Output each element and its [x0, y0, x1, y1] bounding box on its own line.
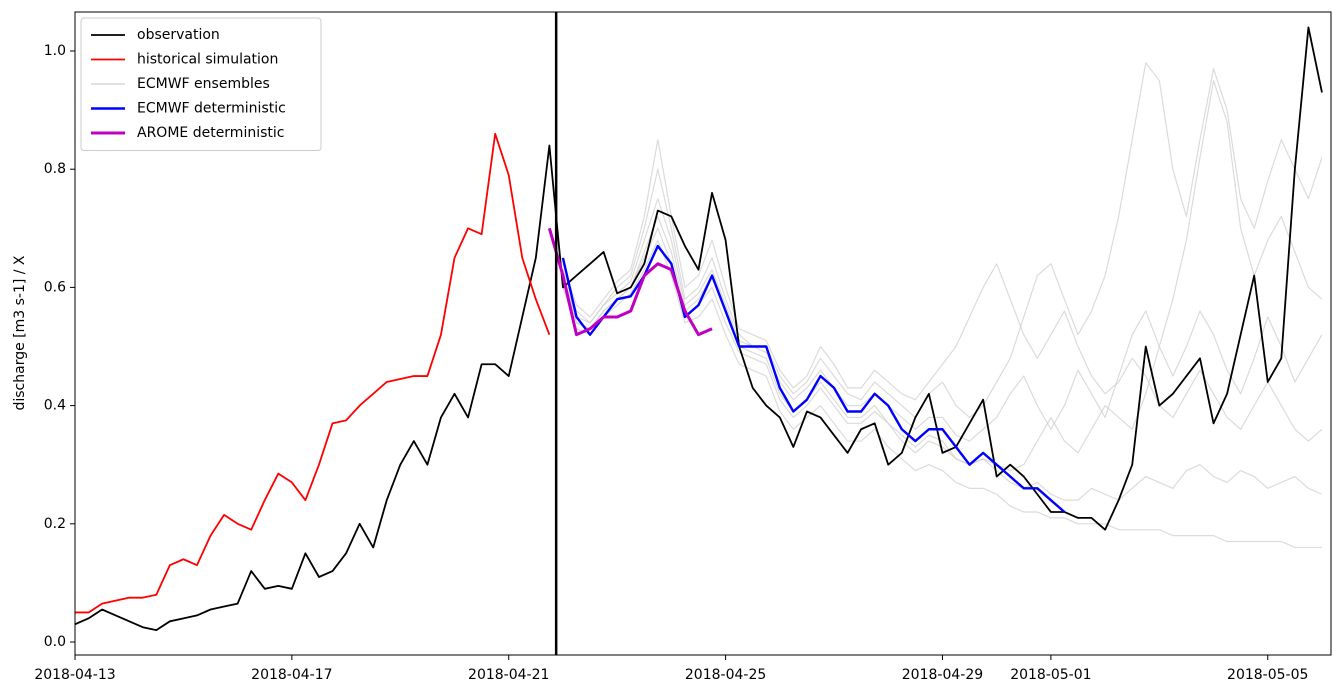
x-tick-label: 2018-05-01 — [1010, 667, 1091, 683]
series-line — [561, 244, 1066, 513]
plot-area — [75, 12, 1323, 655]
y-axis-label: discharge [m3 s-1] / X — [12, 255, 28, 410]
y-tick-label: 0.0 — [44, 634, 66, 650]
series-line — [75, 26, 1323, 632]
x-tick-label: 2018-04-17 — [251, 667, 332, 683]
legend-label: historical simulation — [137, 52, 278, 68]
series-line — [75, 132, 551, 614]
legend-box — [80, 17, 322, 151]
legend-label: ECMWF deterministic — [137, 101, 286, 117]
legend-label: AROME deterministic — [137, 125, 284, 141]
y-tick-label: 0.8 — [44, 161, 66, 177]
y-tick-label: 0.6 — [44, 279, 66, 295]
y-tick-label: 0.2 — [44, 516, 66, 532]
y-tick-label: 1.0 — [44, 43, 66, 59]
series-line — [547, 227, 713, 337]
x-tick-label: 2018-04-25 — [685, 667, 766, 683]
x-tick-label: 2018-04-29 — [902, 667, 983, 683]
legend-label: observation — [137, 27, 220, 43]
axes-frame — [74, 11, 1332, 656]
ensemble-line — [562, 198, 1323, 442]
y-tick-label: 0.4 — [44, 398, 66, 414]
ensemble-line — [562, 139, 1323, 442]
ensemble-line — [562, 215, 1323, 501]
x-tick-label: 2018-04-13 — [34, 667, 115, 683]
x-tick-label: 2018-05-05 — [1227, 667, 1308, 683]
x-tick-label: 2018-04-21 — [468, 667, 549, 683]
ensemble-line — [562, 62, 1323, 419]
legend-label: ECMWF ensembles — [137, 76, 270, 92]
